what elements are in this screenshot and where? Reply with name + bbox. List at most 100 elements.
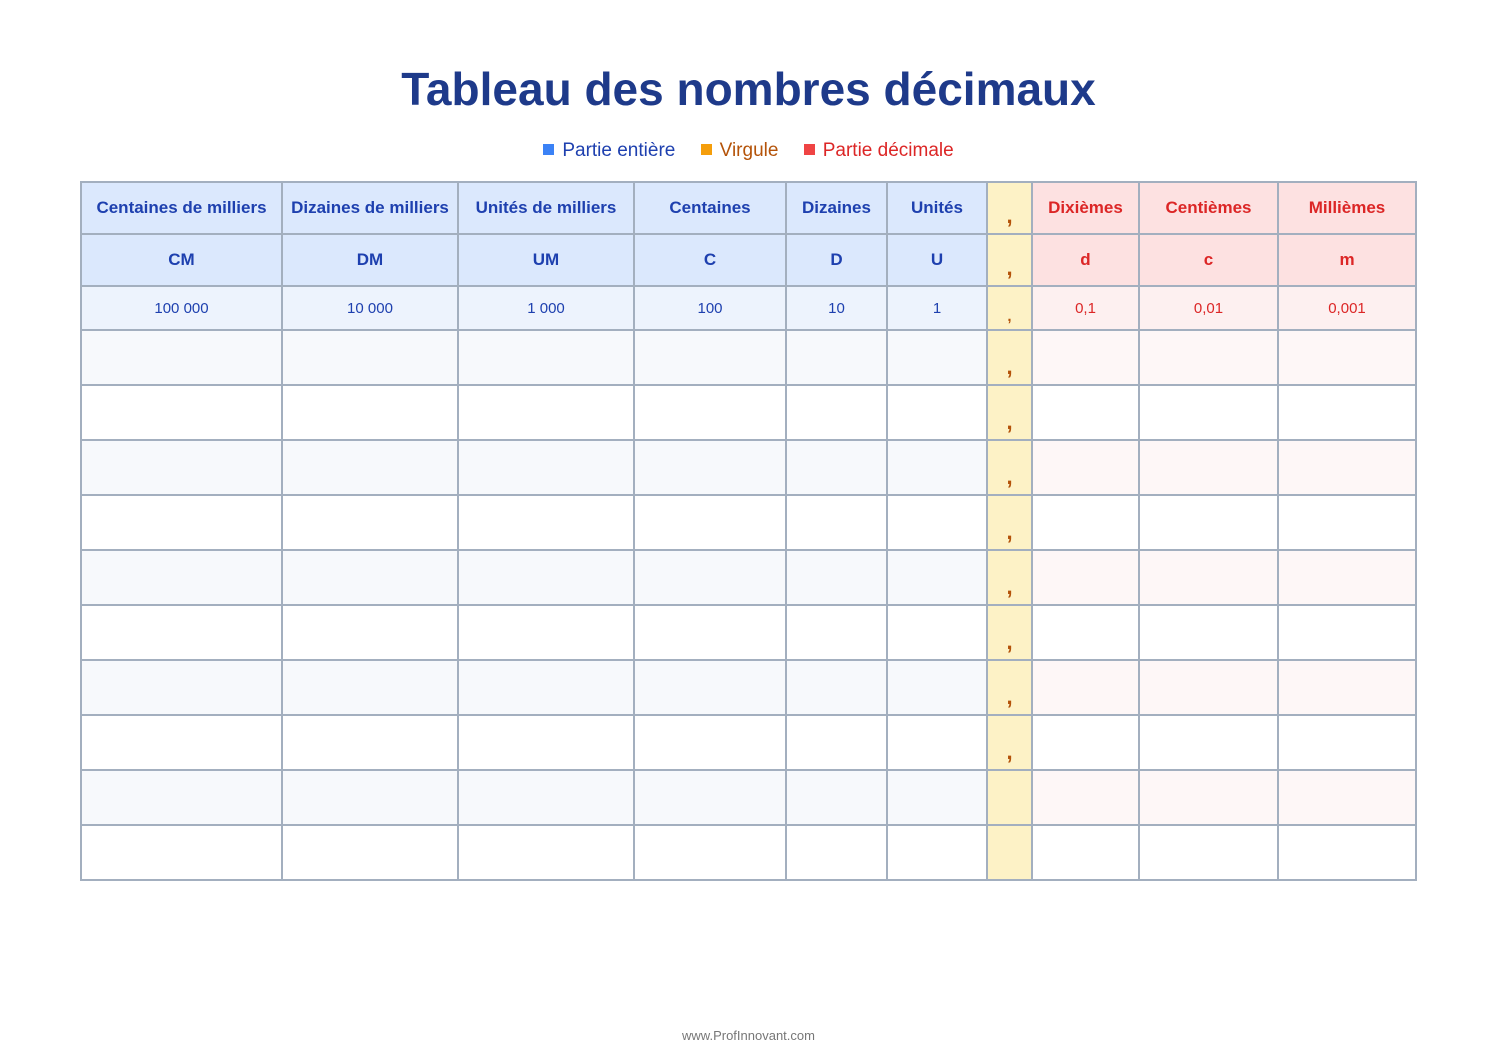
empty-cell[interactable] <box>80 329 283 386</box>
empty-cell[interactable] <box>785 769 888 826</box>
empty-cell[interactable] <box>80 494 283 551</box>
empty-cell[interactable] <box>80 824 283 881</box>
empty-cell[interactable] <box>80 604 283 661</box>
empty-cell[interactable] <box>785 604 888 661</box>
empty-cell[interactable] <box>80 549 283 606</box>
empty-cell[interactable] <box>986 769 1033 826</box>
empty-cell[interactable] <box>1138 659 1279 716</box>
comma-cell[interactable]: , <box>986 439 1033 496</box>
empty-cell[interactable] <box>1031 494 1140 551</box>
comma-cell[interactable]: , <box>986 714 1033 771</box>
empty-cell[interactable] <box>1031 329 1140 386</box>
empty-cell[interactable] <box>281 824 459 881</box>
empty-cell[interactable] <box>80 714 283 771</box>
empty-cell[interactable] <box>1277 824 1417 881</box>
empty-cell[interactable] <box>1031 384 1140 441</box>
empty-cell[interactable] <box>281 494 459 551</box>
comma-cell[interactable]: , <box>986 604 1033 661</box>
empty-cell[interactable] <box>1138 549 1279 606</box>
empty-cell[interactable] <box>281 659 459 716</box>
empty-cell[interactable] <box>281 439 459 496</box>
empty-cell[interactable] <box>457 604 635 661</box>
empty-cell[interactable] <box>785 659 888 716</box>
empty-cell[interactable] <box>1138 329 1279 386</box>
empty-cell[interactable] <box>785 494 888 551</box>
empty-cell[interactable] <box>457 714 635 771</box>
empty-cell[interactable] <box>281 714 459 771</box>
empty-cell[interactable] <box>886 439 988 496</box>
empty-cell[interactable] <box>80 439 283 496</box>
empty-cell[interactable] <box>1277 494 1417 551</box>
empty-cell[interactable] <box>281 329 459 386</box>
empty-cell[interactable] <box>633 439 787 496</box>
empty-cell[interactable] <box>457 439 635 496</box>
empty-cell[interactable] <box>1277 439 1417 496</box>
comma-cell[interactable]: , <box>986 659 1033 716</box>
empty-cell[interactable] <box>785 549 888 606</box>
empty-cell[interactable] <box>1138 439 1279 496</box>
empty-cell[interactable] <box>281 384 459 441</box>
empty-cell[interactable] <box>281 604 459 661</box>
empty-cell[interactable] <box>1277 769 1417 826</box>
empty-cell[interactable] <box>886 494 988 551</box>
comma-cell[interactable]: , <box>986 494 1033 551</box>
empty-cell[interactable] <box>633 714 787 771</box>
empty-cell[interactable] <box>633 494 787 551</box>
empty-cell[interactable] <box>633 384 787 441</box>
empty-cell[interactable] <box>1031 604 1140 661</box>
empty-cell[interactable] <box>1031 769 1140 826</box>
empty-cell[interactable] <box>886 604 988 661</box>
empty-cell[interactable] <box>785 714 888 771</box>
empty-cell[interactable] <box>457 494 635 551</box>
empty-cell[interactable] <box>886 549 988 606</box>
empty-cell[interactable] <box>1031 659 1140 716</box>
empty-cell[interactable] <box>1277 604 1417 661</box>
comma-cell[interactable]: , <box>986 549 1033 606</box>
empty-cell[interactable] <box>80 384 283 441</box>
empty-cell[interactable] <box>886 769 988 826</box>
empty-cell[interactable] <box>886 824 988 881</box>
empty-cell[interactable] <box>1138 714 1279 771</box>
empty-cell[interactable] <box>633 824 787 881</box>
empty-cell[interactable] <box>1277 714 1417 771</box>
empty-cell[interactable] <box>1138 824 1279 881</box>
empty-cell[interactable] <box>457 659 635 716</box>
empty-cell[interactable] <box>1277 384 1417 441</box>
empty-cell[interactable] <box>457 549 635 606</box>
empty-cell[interactable] <box>633 604 787 661</box>
empty-cell[interactable] <box>1031 824 1140 881</box>
empty-cell[interactable] <box>1277 329 1417 386</box>
empty-cell[interactable] <box>986 824 1033 881</box>
empty-cell[interactable] <box>785 329 888 386</box>
empty-cell[interactable] <box>1138 494 1279 551</box>
empty-cell[interactable] <box>281 549 459 606</box>
empty-cell[interactable] <box>1277 659 1417 716</box>
empty-cell[interactable] <box>281 769 459 826</box>
empty-cell[interactable] <box>633 769 787 826</box>
empty-cell[interactable] <box>1277 549 1417 606</box>
empty-cell[interactable] <box>785 439 888 496</box>
empty-cell[interactable] <box>1031 714 1140 771</box>
empty-cell[interactable] <box>80 769 283 826</box>
empty-cell[interactable] <box>457 384 635 441</box>
empty-cell[interactable] <box>886 384 988 441</box>
empty-cell[interactable] <box>886 714 988 771</box>
empty-cell[interactable] <box>1138 384 1279 441</box>
empty-cell[interactable] <box>1031 439 1140 496</box>
empty-cell[interactable] <box>1138 604 1279 661</box>
empty-cell[interactable] <box>886 329 988 386</box>
empty-cell[interactable] <box>785 824 888 881</box>
empty-cell[interactable] <box>633 329 787 386</box>
empty-cell[interactable] <box>633 549 787 606</box>
comma-cell[interactable]: , <box>986 384 1033 441</box>
empty-cell[interactable] <box>457 824 635 881</box>
empty-cell[interactable] <box>1031 549 1140 606</box>
comma-cell[interactable]: , <box>986 329 1033 386</box>
empty-cell[interactable] <box>886 659 988 716</box>
empty-cell[interactable] <box>80 659 283 716</box>
empty-cell[interactable] <box>1138 769 1279 826</box>
empty-cell[interactable] <box>633 659 787 716</box>
empty-cell[interactable] <box>785 384 888 441</box>
empty-cell[interactable] <box>457 769 635 826</box>
empty-cell[interactable] <box>457 329 635 386</box>
